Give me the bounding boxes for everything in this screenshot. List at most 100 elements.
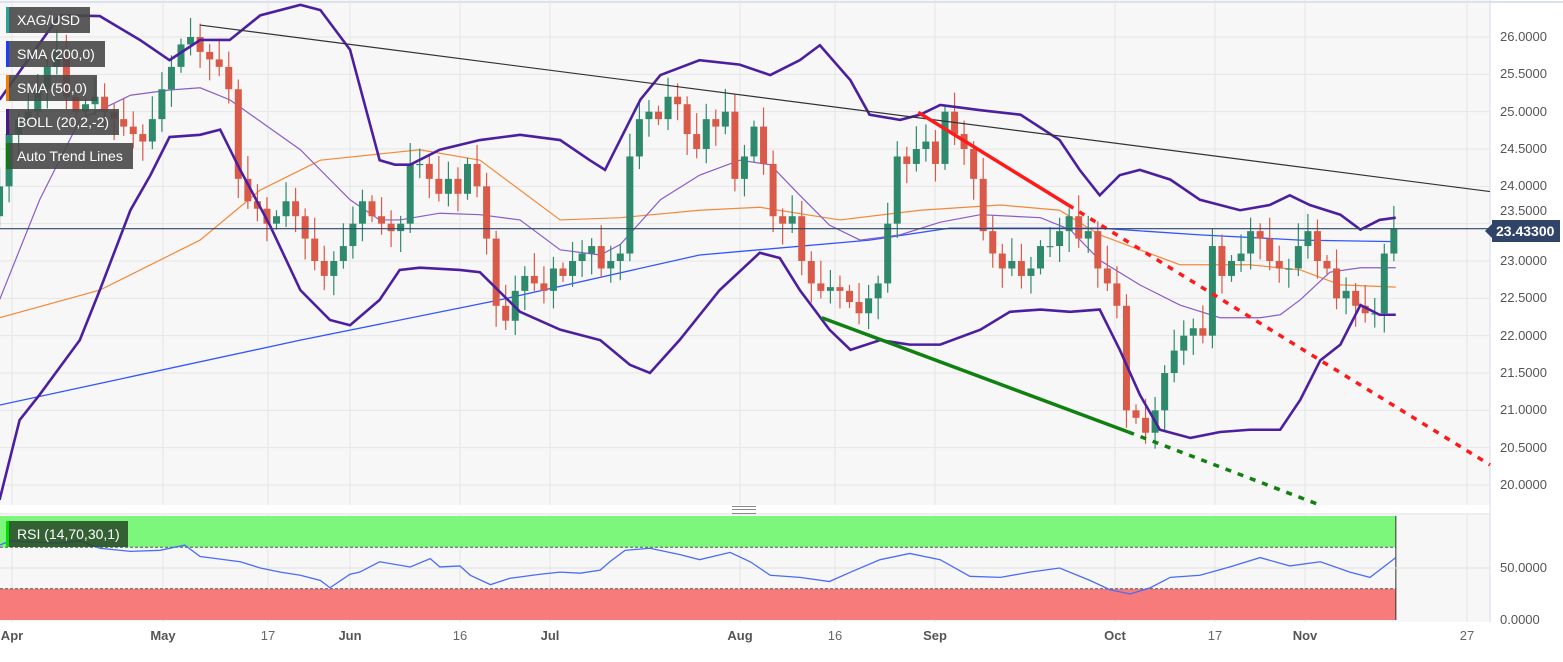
candle-body <box>1122 305 1130 411</box>
candle-body <box>836 287 844 291</box>
candle-bullish <box>874 275 882 320</box>
candle-bearish <box>473 144 481 198</box>
candle-bearish <box>292 187 300 233</box>
candle-body <box>1237 253 1245 262</box>
candle-body <box>1218 246 1226 276</box>
candle-bullish <box>464 157 471 200</box>
legend-label: XAG/USD <box>17 12 81 28</box>
candle-body <box>588 246 596 254</box>
candle-bearish <box>817 260 825 299</box>
candle-body <box>760 126 768 164</box>
candle-body <box>1275 261 1283 269</box>
candle-body <box>655 111 662 120</box>
bollinger-upper-band <box>0 3 1396 232</box>
candle-body <box>521 275 529 291</box>
legend-rsi[interactable]: RSI (14,70,30,1) <box>6 521 128 547</box>
candle-bullish <box>1027 256 1035 294</box>
legend-auto-trend-lines[interactable]: Auto Trend Lines <box>6 143 133 169</box>
candle-bullish <box>865 284 873 330</box>
candle-body <box>1084 231 1092 239</box>
legend-boll[interactable]: BOLL (20,2,-2) <box>6 109 120 135</box>
candle-body <box>530 275 538 284</box>
candle-body <box>101 96 109 112</box>
candle-bullish <box>349 206 357 259</box>
candle-body <box>62 51 70 97</box>
legend-label: SMA (200,0) <box>17 46 95 62</box>
candle-bullish <box>607 245 615 283</box>
candle-body <box>444 178 452 194</box>
candle-body <box>855 302 863 314</box>
candle-bullish <box>1228 255 1235 282</box>
candle-body <box>903 156 911 164</box>
candle-bearish <box>1275 245 1283 283</box>
candle-bearish <box>311 217 319 271</box>
candle-body <box>712 119 720 127</box>
candle-body <box>406 163 414 224</box>
candle-bearish <box>1132 404 1140 424</box>
x-axis-tick-label: 27 <box>1459 628 1475 643</box>
legend-xagusd[interactable]: XAG/USD <box>6 7 91 33</box>
candle-bullish <box>1084 215 1092 253</box>
candle-bearish <box>1075 195 1083 248</box>
candle-body <box>597 246 605 269</box>
candle-bullish <box>884 202 892 293</box>
candle-bearish <box>530 253 538 292</box>
trendline-support-extension <box>1127 430 1321 507</box>
candle-body <box>807 261 815 284</box>
candle-bullish <box>826 269 834 304</box>
legend-sma200[interactable]: SMA (200,0) <box>6 41 105 67</box>
y-axis-tick-label: 23.5000 <box>1500 203 1547 218</box>
candle-body <box>569 261 577 276</box>
candle-body <box>177 44 185 67</box>
candle-body <box>702 119 710 150</box>
candle-bearish <box>1323 255 1331 275</box>
pane-resize-handle[interactable] <box>732 506 756 514</box>
candle-body <box>1103 268 1111 284</box>
legend-color-swatch <box>6 109 9 135</box>
candle-body <box>559 268 567 276</box>
candle-body <box>1313 231 1321 262</box>
candle-bearish <box>225 51 233 104</box>
candle-bearish <box>760 107 768 175</box>
candle-body <box>139 134 147 142</box>
candle-bearish <box>779 208 787 245</box>
candle-bullish <box>1180 320 1188 365</box>
candle-body <box>941 111 949 164</box>
candle-bullish <box>549 256 557 309</box>
rsi-axis-tick-label: 50.0000 <box>1500 560 1547 575</box>
candle-body <box>129 126 137 135</box>
x-axis-tick-label: 17 <box>1207 628 1223 643</box>
candle-bearish <box>989 215 997 268</box>
y-axis-tick-label: 20.0000 <box>1500 477 1547 492</box>
candle-bullish <box>635 101 643 170</box>
candle-bullish <box>922 124 930 162</box>
legend-color-swatch <box>6 521 9 547</box>
candle-body <box>1180 335 1188 351</box>
candle-bullish <box>358 189 366 242</box>
candle-bullish <box>740 144 748 197</box>
candle-body <box>798 216 806 262</box>
x-axis-tick-label: 17 <box>260 628 276 643</box>
candle-body <box>378 216 386 224</box>
legend-color-swatch <box>6 143 9 169</box>
candle-body <box>549 268 557 291</box>
candle-bearish <box>903 146 911 184</box>
candle-body <box>1380 253 1388 314</box>
candle-body <box>769 163 777 217</box>
candle-body <box>292 201 300 217</box>
candle-body <box>0 186 4 217</box>
candle-body <box>912 149 920 164</box>
legend-sma50[interactable]: SMA (50,0) <box>6 75 98 101</box>
candle-body <box>674 96 682 105</box>
candle-bullish <box>1161 365 1169 432</box>
candle-body <box>998 253 1006 269</box>
candle-bearish <box>139 124 147 161</box>
candle-bullish <box>893 141 901 238</box>
x-axis-tick-label: Jul <box>540 628 560 643</box>
candle-bearish <box>492 230 500 327</box>
candle-bearish <box>540 266 548 304</box>
candle-bearish <box>559 262 567 282</box>
candle-bullish <box>177 38 185 73</box>
candle-body <box>616 253 624 262</box>
